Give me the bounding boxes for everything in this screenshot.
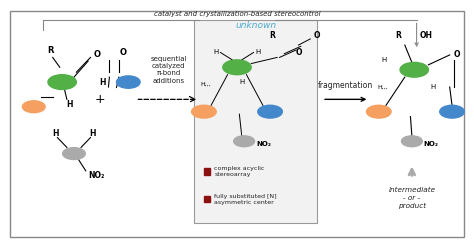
Text: R: R [47,46,54,55]
Circle shape [400,62,428,77]
Text: NO₂: NO₂ [424,141,438,147]
Text: H: H [66,100,73,109]
Text: H: H [99,78,106,87]
Text: O: O [314,31,320,40]
Text: H: H [381,57,386,63]
Circle shape [191,105,216,118]
Text: fully substituted [N]
asymmetric center: fully substituted [N] asymmetric center [214,194,277,205]
Text: fragmentation: fragmentation [318,81,374,90]
FancyBboxPatch shape [194,20,318,223]
Text: O: O [295,48,301,57]
Text: H: H [90,129,96,138]
Text: R: R [395,31,401,40]
Circle shape [366,105,391,118]
Circle shape [258,105,283,118]
Text: H: H [239,79,245,85]
Text: H: H [213,50,219,56]
Text: H: H [255,50,261,56]
Text: O: O [94,50,101,60]
Circle shape [63,148,85,159]
Circle shape [223,60,251,75]
Text: H,,,: H,,, [200,82,211,87]
FancyBboxPatch shape [10,11,464,237]
Circle shape [234,136,255,147]
Text: H: H [430,84,436,90]
Text: O: O [454,50,460,60]
Text: NO₂: NO₂ [88,171,104,180]
Circle shape [22,101,45,113]
Text: catalyst and crystallization-based stereocontrol: catalyst and crystallization-based stere… [154,11,320,17]
Text: R: R [270,31,275,40]
Text: +: + [95,93,105,106]
Bar [204,168,210,175]
Circle shape [48,75,76,90]
Text: complex acyclic
stereoarray: complex acyclic stereoarray [214,166,264,177]
Text: O: O [120,48,127,57]
Circle shape [401,136,422,147]
Text: sequential
catalyzed
π-bond
additions: sequential catalyzed π-bond additions [150,56,187,84]
Circle shape [440,105,465,118]
Bar [204,195,210,202]
Text: NO₂: NO₂ [256,141,271,147]
Text: unknown: unknown [236,21,276,30]
Text: OH: OH [419,31,433,40]
Text: intermediate
- or -
product: intermediate - or - product [388,187,436,209]
Circle shape [117,76,140,88]
Text: H: H [52,129,58,138]
Text: H,,,: H,,, [377,85,388,90]
